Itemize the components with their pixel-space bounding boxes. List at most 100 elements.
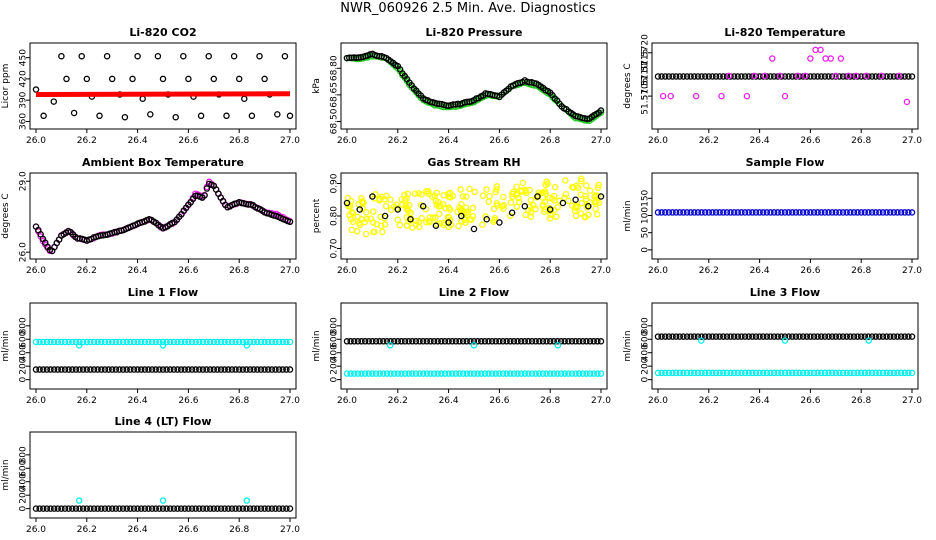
data-point xyxy=(905,209,912,216)
data-point xyxy=(103,52,111,60)
data-point xyxy=(181,366,189,373)
data-point xyxy=(369,370,376,377)
data-point xyxy=(825,209,832,216)
data-point xyxy=(185,366,192,373)
data-point xyxy=(32,366,40,373)
data-point xyxy=(669,333,676,340)
data-point xyxy=(481,370,489,377)
data-point xyxy=(43,366,51,373)
data-point xyxy=(876,209,883,216)
data-point xyxy=(159,75,167,83)
data-point xyxy=(78,52,85,60)
data-point xyxy=(894,209,901,216)
x-tick-label: 26.0 xyxy=(26,136,46,146)
data-point xyxy=(554,342,562,349)
data-point xyxy=(865,209,872,216)
data-point xyxy=(225,366,232,373)
data-point xyxy=(814,333,821,340)
data-point xyxy=(283,366,290,373)
data-point xyxy=(478,338,485,345)
data-point xyxy=(370,208,377,215)
x-tick-label: 26.0 xyxy=(26,266,46,276)
data-point xyxy=(680,369,687,377)
y-tick-label: 800 xyxy=(330,317,340,334)
data-point xyxy=(199,505,207,512)
chart-line1: Line 1 Flow ml/min 26.0 26.2 26.4 26.6 26.8 27.… xyxy=(1,286,300,406)
data-point xyxy=(569,183,576,191)
data-point xyxy=(785,73,792,80)
data-point xyxy=(709,73,716,80)
data-point xyxy=(72,366,80,373)
data-point xyxy=(365,338,373,345)
data-point xyxy=(87,505,94,512)
data-point xyxy=(353,228,361,235)
x-tick-label: 26.0 xyxy=(26,396,46,406)
data-point xyxy=(36,505,43,512)
data-point xyxy=(54,366,62,373)
data-point xyxy=(345,203,352,210)
data-point xyxy=(214,338,221,346)
data-point xyxy=(419,338,427,345)
data-point xyxy=(517,370,525,377)
chart-title: Line 4 (LT) Flow xyxy=(115,415,212,428)
data-point xyxy=(583,182,590,189)
data-point xyxy=(134,366,141,373)
data-point xyxy=(865,333,872,340)
x-tick-label: 26.8 xyxy=(540,136,560,146)
data-point xyxy=(206,505,214,512)
data-point xyxy=(69,338,76,346)
data-point xyxy=(583,370,590,377)
x-tick-label: 27.0 xyxy=(280,525,300,535)
data-point xyxy=(810,209,818,216)
data-point xyxy=(687,209,694,216)
data-point xyxy=(662,333,669,340)
data-point xyxy=(665,333,673,340)
data-point xyxy=(279,505,286,512)
plot-frame xyxy=(651,302,919,390)
data-point xyxy=(745,333,752,340)
data-point xyxy=(58,338,65,346)
data-point xyxy=(532,205,539,213)
data-point xyxy=(163,338,170,346)
data-point xyxy=(654,209,662,216)
data-point xyxy=(573,182,580,190)
data-point xyxy=(709,369,716,377)
y-tick-label: 100 xyxy=(641,207,651,224)
data-point xyxy=(572,338,579,345)
y-tick-label: 420 xyxy=(19,70,29,87)
data-point xyxy=(485,198,493,205)
data-point xyxy=(510,188,517,196)
data-point xyxy=(83,366,91,373)
data-point xyxy=(180,52,187,60)
data-point xyxy=(416,338,423,345)
data-point xyxy=(839,369,847,377)
data-point xyxy=(665,369,673,377)
x-tick-label: 26.8 xyxy=(229,266,249,276)
data-point xyxy=(507,199,515,206)
data-point xyxy=(94,338,101,346)
y-tick-label: 68.65 xyxy=(330,82,340,108)
data-point xyxy=(105,505,112,512)
data-point xyxy=(493,186,500,193)
y-tick-label: 400 xyxy=(641,344,651,361)
data-point xyxy=(32,86,40,93)
data-point xyxy=(159,338,167,346)
data-point xyxy=(872,73,879,80)
data-point xyxy=(770,333,778,340)
y-axis-label: ml/min xyxy=(623,200,633,231)
data-point xyxy=(738,73,745,80)
data-point xyxy=(401,370,409,377)
data-point xyxy=(250,366,257,373)
data-point xyxy=(459,370,467,377)
data-point xyxy=(381,221,389,228)
data-point xyxy=(286,218,294,226)
data-point xyxy=(578,199,586,207)
data-point xyxy=(405,338,412,345)
data-point xyxy=(112,505,120,512)
plot-frame xyxy=(651,172,919,260)
data-point xyxy=(683,73,691,80)
data-point xyxy=(83,338,91,346)
data-point xyxy=(40,505,47,512)
data-point xyxy=(836,369,843,377)
y-tick-label: 150 xyxy=(641,189,651,206)
